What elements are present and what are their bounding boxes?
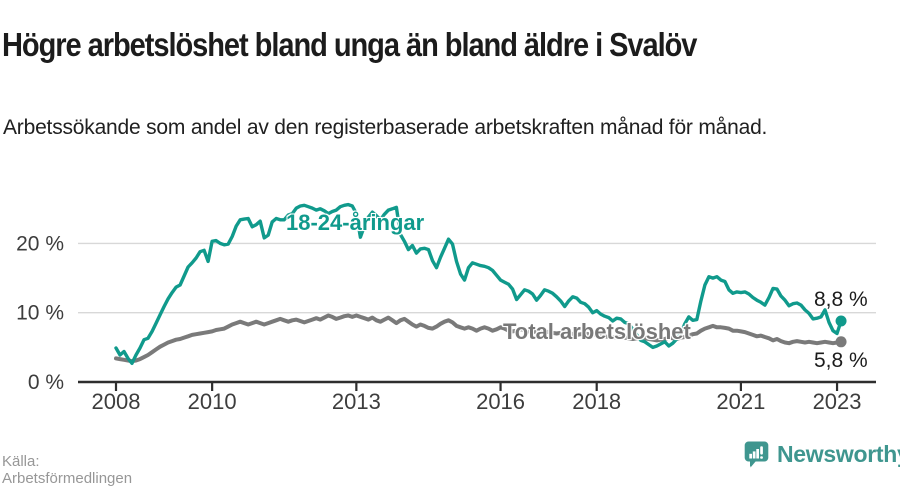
series-end-dot-1 — [835, 336, 847, 348]
chart-title: Högre arbetslöshet bland unga än bland ä… — [2, 26, 697, 64]
newsworthy-wordmark: Newsworthy — [777, 441, 900, 467]
x-axis-label: 2021 — [716, 389, 765, 414]
series-end-dot-0 — [835, 315, 847, 327]
series-line-1 — [114, 313, 844, 364]
y-axis-label: 20 % — [16, 232, 64, 255]
x-axis-label: 2008 — [92, 389, 141, 414]
series-label-young: 18-24-åringar — [286, 210, 425, 235]
x-axis-label: 2013 — [332, 389, 381, 414]
end-value-total: 5,8 % — [814, 349, 868, 372]
x-axis-label: 2018 — [572, 389, 621, 414]
x-axis-label: 2010 — [188, 389, 237, 414]
x-axis-label: 2023 — [813, 389, 862, 414]
y-axis-label: 10 % — [16, 302, 64, 325]
line-chart: 0 % 10 % 20 % 2008 2010 2013 2016 2018 2021 2023 — [16, 202, 876, 414]
newsworthy-logo[interactable]: Newsworthy — [743, 440, 900, 469]
y-axis-label: 0 % — [28, 371, 64, 394]
newsworthy-icon — [744, 441, 769, 468]
x-axis-label: 2016 — [476, 389, 525, 414]
series-label-total: Total arbetslöshet — [503, 319, 691, 344]
end-value-young: 8,8 % — [814, 288, 868, 311]
series-line-0 — [114, 202, 843, 365]
chart-subtitle: Arbetssökande som andel av den registerb… — [3, 116, 768, 139]
source-note: Källa: Arbetsförmedlingen — [2, 453, 133, 487]
